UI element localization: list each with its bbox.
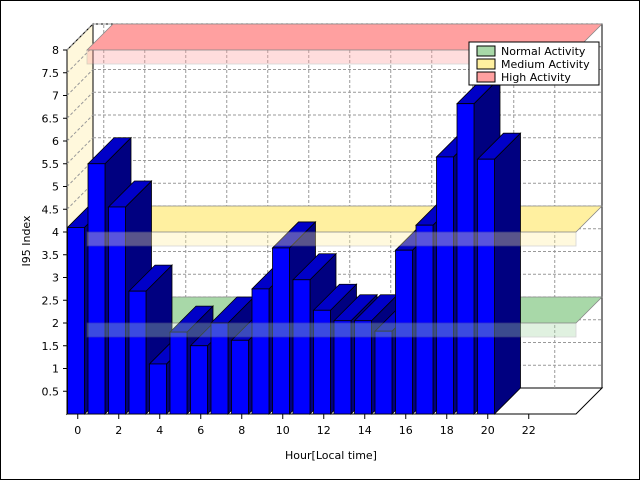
bar-front bbox=[436, 156, 454, 415]
band-1-top bbox=[86, 205, 603, 233]
bar-front bbox=[67, 227, 85, 415]
legend-swatch bbox=[476, 45, 496, 57]
legend-swatch bbox=[476, 71, 496, 83]
legend-label: High Activity bbox=[501, 71, 571, 84]
gridline-wall bbox=[66, 137, 94, 165]
y-tick-label: 8 bbox=[52, 44, 59, 57]
bar-series bbox=[66, 76, 522, 415]
bar-front bbox=[272, 247, 290, 415]
bar-front bbox=[231, 339, 249, 415]
bar-front bbox=[477, 158, 495, 415]
y-tick-label: 5.5 bbox=[42, 158, 60, 171]
y-axis-ticks: 0.5 1 1.5 2 2.5 3 3.5 4 4.5 5 5.5 6 6.5 7 7.5 8 bbox=[42, 44, 67, 398]
x-tick-label: 22 bbox=[522, 424, 536, 437]
y-tick-label: 3.5 bbox=[42, 249, 60, 262]
y-tick-label: 5 bbox=[52, 181, 59, 194]
bar-front bbox=[292, 279, 311, 415]
bar-front bbox=[333, 320, 352, 415]
gridline-wall bbox=[66, 114, 94, 142]
bar-front bbox=[108, 206, 126, 415]
x-tick-label: 2 bbox=[115, 424, 122, 437]
bar-front bbox=[395, 249, 413, 415]
legend-label: Medium Activity bbox=[501, 58, 590, 71]
x-tick-label: 18 bbox=[440, 424, 454, 437]
bar-front bbox=[456, 103, 475, 415]
x-tick-label: 6 bbox=[197, 424, 204, 437]
gridline-wall bbox=[66, 91, 94, 119]
y-tick-label: 4 bbox=[52, 226, 59, 239]
band-0-front bbox=[86, 322, 577, 338]
x-tick-label: 10 bbox=[276, 424, 290, 437]
bar-front bbox=[87, 163, 106, 415]
y-tick-label: 0.5 bbox=[42, 385, 60, 398]
y-tick-label: 2.5 bbox=[42, 294, 60, 307]
bar-front bbox=[149, 363, 167, 415]
gridline-wall bbox=[66, 23, 94, 51]
gridline-wall bbox=[66, 46, 94, 74]
y-tick-label: 6 bbox=[52, 135, 59, 148]
y-tick-label: 2 bbox=[52, 317, 59, 330]
band-1-front bbox=[86, 231, 577, 247]
bar-20 bbox=[476, 132, 522, 415]
bar-front bbox=[210, 322, 229, 415]
bar-front bbox=[374, 330, 393, 415]
x-tick-label: 8 bbox=[238, 424, 245, 437]
bar-front bbox=[128, 290, 147, 415]
legend-swatch bbox=[476, 58, 496, 70]
x-tick-label: 16 bbox=[399, 424, 413, 437]
y-axis-label: I95 Index bbox=[20, 215, 33, 267]
bar-side bbox=[494, 132, 521, 415]
bar-front bbox=[190, 345, 208, 415]
x-tick-label: 14 bbox=[358, 424, 372, 437]
y-tick-label: 1.5 bbox=[42, 340, 60, 353]
y-tick-label: 6.5 bbox=[42, 112, 60, 125]
bar-front bbox=[313, 309, 331, 415]
bar-front bbox=[251, 288, 270, 415]
y-tick-label: 3 bbox=[52, 272, 59, 285]
x-axis-label: Hour[Local time] bbox=[285, 449, 377, 462]
bar-front bbox=[415, 224, 434, 415]
y-tick-label: 4.5 bbox=[42, 203, 60, 216]
bar-front bbox=[169, 331, 188, 415]
y-tick-label: 7 bbox=[52, 90, 59, 103]
bar-front bbox=[354, 320, 372, 415]
x-tick-label: 0 bbox=[74, 424, 81, 437]
gridline-wall bbox=[66, 69, 94, 96]
x-tick-label: 12 bbox=[317, 424, 331, 437]
y-tick-label: 7.5 bbox=[42, 67, 60, 80]
y-tick-label: 1 bbox=[52, 363, 59, 376]
x-axis-ticks: 0 2 4 6 8 10 12 14 16 18 20 22 bbox=[74, 414, 536, 437]
activity-band-fronts bbox=[86, 49, 577, 338]
x-tick-label: 4 bbox=[156, 424, 163, 437]
legend-label: Normal Activity bbox=[501, 45, 586, 58]
x-tick-label: 20 bbox=[481, 424, 495, 437]
